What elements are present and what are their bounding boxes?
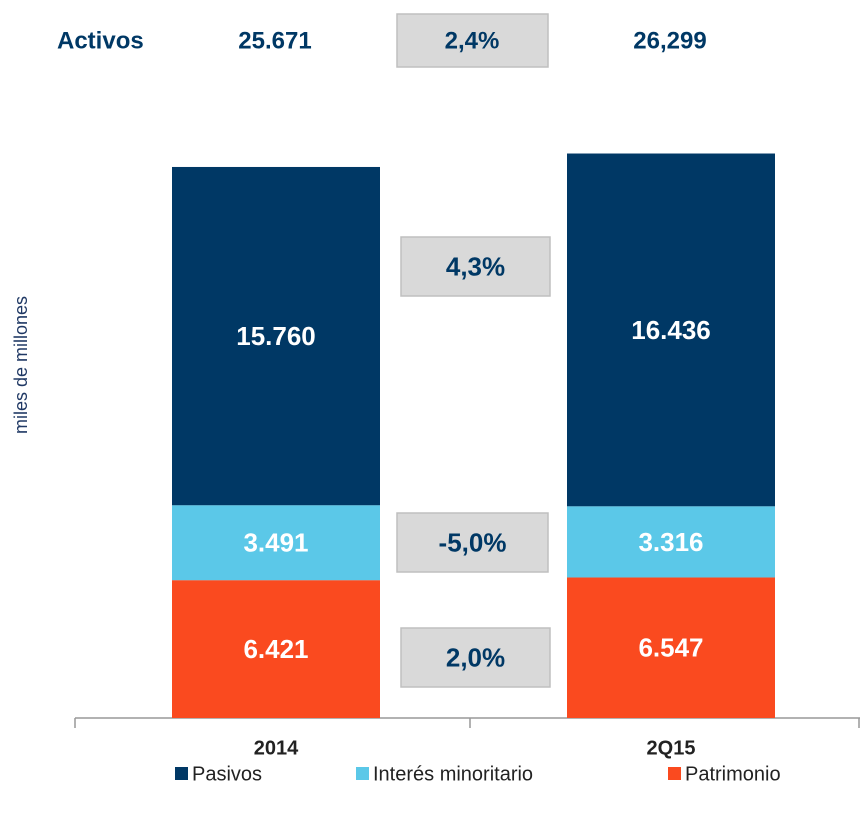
legend-label: Pasivos	[192, 763, 262, 785]
change-label: 4,3%	[446, 251, 505, 281]
header-value: 26,299	[633, 27, 706, 54]
bar-segment	[567, 577, 775, 718]
legend-swatch	[356, 767, 369, 780]
legend-swatch	[175, 767, 188, 780]
change-box	[396, 512, 549, 573]
change-label: 2,0%	[446, 642, 505, 672]
data-label: 6.421	[243, 634, 308, 664]
change-box	[400, 627, 551, 688]
data-label: 3.491	[243, 528, 308, 558]
data-label: 16.436	[631, 315, 711, 345]
bar-segment	[567, 506, 775, 578]
bar-segment	[567, 153, 775, 507]
change-box	[396, 13, 549, 68]
change-box	[400, 236, 551, 297]
data-label: 3.316	[638, 527, 703, 557]
header-label: Activos	[57, 27, 144, 54]
bar-segment	[172, 166, 380, 506]
x-tick-label: 2Q15	[647, 737, 696, 759]
legend-swatch	[668, 767, 681, 780]
data-label: 15.760	[236, 321, 316, 351]
bar-segment	[172, 580, 380, 718]
header-value: 25.671	[238, 27, 311, 54]
legend-label: Interés minoritario	[373, 763, 533, 785]
data-label: 6.547	[638, 633, 703, 663]
change-label: -5,0%	[439, 527, 507, 557]
bar-segment	[172, 505, 380, 581]
header-change: 2,4%	[445, 27, 500, 54]
y-axis-label: miles de millones	[11, 296, 31, 434]
legend-label: Patrimonio	[685, 763, 781, 785]
x-tick-label: 2014	[254, 737, 299, 759]
